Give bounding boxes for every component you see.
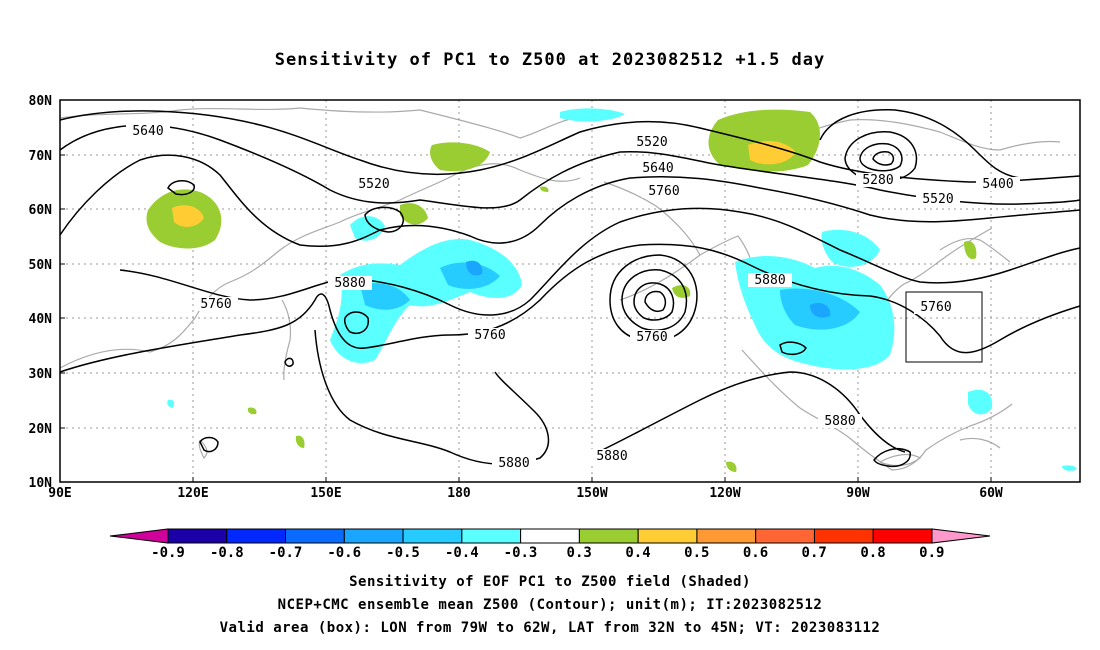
- neg-region-na-core: [810, 303, 831, 318]
- lat-label: 50N: [29, 258, 53, 273]
- colorbar-label: 0.7: [802, 545, 827, 561]
- colorbar-label: -0.9: [151, 545, 185, 561]
- neg-region-bering: [560, 108, 625, 122]
- contour-label: 5880: [596, 449, 627, 464]
- lat-label: 10N: [29, 476, 53, 491]
- contour-label: 5880: [754, 273, 785, 288]
- colorbar-cell: [637, 528, 698, 544]
- colorbar-label: 0.5: [684, 545, 709, 561]
- colorbar-cell: [343, 528, 404, 544]
- pos-region-mongolia-core: [172, 205, 204, 227]
- colorbar-label: -0.4: [445, 545, 479, 561]
- lon-label: 150E: [310, 486, 341, 501]
- contour-label: 5760: [920, 300, 951, 315]
- pos-region-hudson: [964, 240, 977, 260]
- colorbar-cell: [755, 528, 815, 544]
- colorbar-cell: [226, 528, 287, 544]
- valid-area-box: [905, 291, 983, 363]
- pos-region-small-2: [726, 461, 737, 472]
- lon-label: 90E: [48, 486, 71, 501]
- longitude-labels: 90E 120E 150E 180 150W 120W 90W 60W: [48, 486, 1003, 501]
- pos-region-siberia: [430, 142, 490, 172]
- colorbar-cell: [813, 528, 874, 544]
- contour-label: 5400: [982, 177, 1013, 192]
- map-plot-area: [60, 100, 1080, 482]
- neg-region-canada: [821, 229, 880, 267]
- lon-label: 120W: [709, 486, 740, 501]
- lat-label: 40N: [29, 312, 53, 327]
- pos-region-philippine-sea: [295, 435, 305, 448]
- map-title: Sensitivity of PC1 to Z500 at 2023082512…: [274, 50, 826, 70]
- sensitivity-shading: [146, 108, 1077, 472]
- pos-region-okhotsk: [400, 203, 428, 225]
- neg-region-east-edge: [1062, 465, 1077, 471]
- neg-region-dateline-inner: [440, 262, 500, 289]
- lon-label: 90W: [846, 486, 870, 501]
- contour-label: 5640: [642, 161, 673, 176]
- contour-label: 5640: [132, 124, 163, 139]
- colorbar-cell: [578, 528, 639, 544]
- colorbar-cells: [167, 528, 933, 544]
- colorbar-cell: [520, 528, 580, 544]
- pos-region-small-1: [247, 407, 257, 415]
- contour-label: 5760: [474, 328, 505, 343]
- colorbar-label: 0.4: [625, 545, 650, 561]
- lat-label: 30N: [29, 367, 53, 382]
- colorbar-label: 0.9: [919, 545, 944, 561]
- contour-label: 5520: [636, 135, 667, 150]
- colorbar-cell: [402, 528, 463, 544]
- contour-label: 5880: [498, 456, 529, 471]
- colorbar-cell: [285, 528, 345, 544]
- contour-label: 5880: [824, 414, 855, 429]
- neg-region-small-1: [167, 399, 175, 408]
- colorbar-cell: [696, 528, 757, 544]
- colorbar-label: 0.8: [860, 545, 885, 561]
- contour-label: 5880: [334, 276, 365, 291]
- lon-label: 150W: [576, 486, 607, 501]
- colorbar: -0.9 -0.8 -0.7 -0.6 -0.5 -0.4 -0.3 0.3 0…: [109, 528, 991, 561]
- colorbar-label: -0.6: [327, 545, 361, 561]
- contour-label: 5760: [200, 297, 231, 312]
- colorbar-label: -0.7: [269, 545, 303, 561]
- pos-region-arctic-core: [748, 140, 796, 165]
- neg-region-kamchatka: [350, 216, 385, 241]
- contour-label: 5520: [922, 192, 953, 207]
- grid-lines: [60, 100, 1080, 482]
- caption-line-2: NCEP+CMC ensemble mean Z500 (Contour); u…: [277, 597, 823, 613]
- colorbar-labels: -0.9 -0.8 -0.7 -0.6 -0.5 -0.4 -0.3 0.3 0…: [151, 545, 944, 561]
- contour-label: 5760: [648, 184, 679, 199]
- colorbar-cell: [461, 528, 522, 544]
- neg-region-dateline-core: [466, 260, 483, 276]
- lon-label: 60W: [979, 486, 1003, 501]
- colorbar-low-triangle: [109, 528, 169, 544]
- colorbar-label: -0.8: [210, 545, 244, 561]
- contour-label-group: 5640 5520 5520 5640 5760 5280 5400 5520 …: [126, 124, 1020, 471]
- neg-region-pacific-inner: [360, 283, 410, 310]
- colorbar-high-triangle: [931, 528, 991, 544]
- lat-label: 20N: [29, 422, 53, 437]
- contour-label: 5280: [862, 173, 893, 188]
- contour-label: 5760: [636, 330, 667, 345]
- latitude-labels: 80N 70N 60N 50N 40N 30N 20N 10N: [29, 94, 53, 491]
- neg-region-atlantic: [968, 389, 993, 415]
- colorbar-cell: [167, 528, 228, 544]
- colorbar-label: 0.6: [743, 545, 768, 561]
- lon-label: 180: [447, 486, 471, 501]
- caption-line-3: Valid area (box): LON from 79W to 62W, L…: [219, 620, 881, 636]
- lat-label: 70N: [29, 149, 53, 164]
- colorbar-label: -0.5: [386, 545, 420, 561]
- colorbar-cell: [872, 528, 933, 544]
- colorbar-label: -0.3: [504, 545, 538, 561]
- pos-region-small-3: [540, 186, 549, 192]
- colorbar-label: 0.3: [567, 545, 592, 561]
- caption-line-1: Sensitivity of EOF PC1 to Z500 field (Sh…: [349, 574, 751, 590]
- contour-label: 5520: [358, 177, 389, 192]
- map-border: [59, 99, 1081, 483]
- lat-label: 60N: [29, 203, 53, 218]
- lon-label: 120E: [177, 486, 208, 501]
- lat-label: 80N: [29, 94, 53, 109]
- tick-marks: [60, 99, 992, 483]
